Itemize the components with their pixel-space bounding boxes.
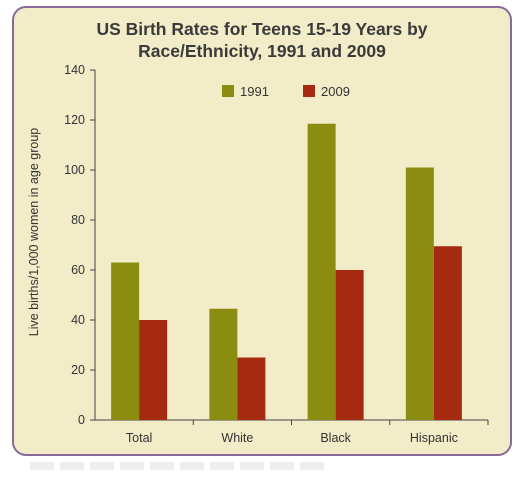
bar-1991-total bbox=[111, 262, 140, 420]
x-tick-label: Black bbox=[320, 431, 351, 445]
y-tick-label: 140 bbox=[64, 63, 85, 77]
legend-label-1991: 1991 bbox=[240, 84, 269, 99]
bar-2009-white bbox=[237, 357, 266, 420]
bar-2009-hispanic bbox=[433, 246, 462, 420]
footer-source-text bbox=[30, 462, 330, 470]
chart-title-line-2: Race/Ethnicity, 1991 and 2009 bbox=[138, 41, 386, 61]
y-tick-label: 40 bbox=[71, 313, 85, 327]
chart-title-line-1: US Birth Rates for Teens 15-19 Years by bbox=[96, 19, 428, 39]
y-tick-label: 0 bbox=[78, 413, 85, 427]
legend-label-2009: 2009 bbox=[321, 84, 350, 99]
x-tick-label: Hispanic bbox=[410, 431, 458, 445]
bar-1991-white bbox=[209, 308, 238, 420]
x-tick-label: White bbox=[221, 431, 253, 445]
bars-layer bbox=[111, 123, 462, 420]
y-tick-label: 20 bbox=[71, 363, 85, 377]
bar-2009-black bbox=[335, 270, 364, 420]
bar-1991-hispanic bbox=[405, 167, 434, 420]
legend: 1991 2009 bbox=[222, 84, 350, 99]
y-tick-label: 60 bbox=[71, 263, 85, 277]
y-tick-label: 120 bbox=[64, 113, 85, 127]
legend-swatch-1991 bbox=[222, 85, 234, 97]
x-tick-label: Total bbox=[126, 431, 152, 445]
bar-2009-total bbox=[139, 320, 168, 420]
bar-1991-black bbox=[307, 123, 336, 420]
y-axis-title: Live births/1,000 women in age group bbox=[27, 128, 41, 337]
axis-layer: 0 20 40 60 80 100 120 140 Total White Black Hispani… bbox=[64, 63, 489, 445]
y-tick-label: 100 bbox=[64, 163, 85, 177]
chart-title: US Birth Rates for Teens 15-19 Years by … bbox=[12, 18, 512, 62]
y-tick-label: 80 bbox=[71, 213, 85, 227]
legend-swatch-2009 bbox=[303, 85, 315, 97]
